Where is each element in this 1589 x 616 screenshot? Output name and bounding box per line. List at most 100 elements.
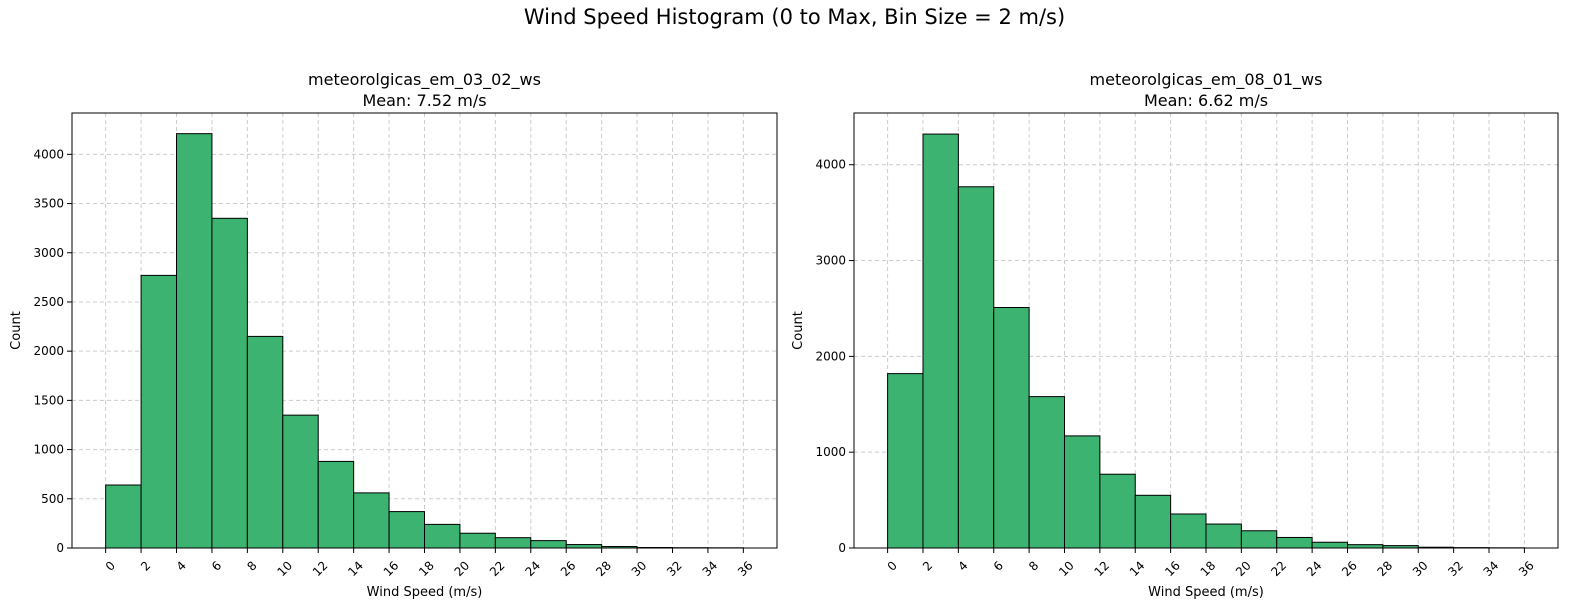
histogram-bar (1276, 536, 1313, 549)
x-tick: 22 (1268, 548, 1289, 579)
x-tick-label: 14 (1127, 558, 1148, 579)
y-tick-label: 1000 (33, 443, 64, 457)
y-tick-label: 2500 (33, 295, 64, 309)
subplot-title: meteorolgicas_em_08_01_ws (1090, 70, 1323, 90)
x-tick: 26 (1339, 548, 1360, 579)
x-tick: 8 (1026, 548, 1041, 574)
grid-lines (854, 113, 1558, 549)
y-tick: 2000 (33, 344, 72, 358)
y-axis-label: Count (9, 311, 24, 350)
x-tick: 32 (1445, 548, 1466, 579)
x-tick-label: 10 (1056, 558, 1077, 579)
x-tick: 30 (1410, 548, 1431, 579)
x-tick: 4 (955, 548, 971, 574)
x-tick: 14 (1127, 548, 1148, 579)
y-tick-label: 3000 (33, 246, 64, 260)
y-tick: 4000 (33, 147, 72, 161)
y-tick: 3500 (33, 197, 72, 211)
x-tick-label: 34 (1481, 558, 1502, 579)
x-tick-label: 6 (991, 558, 1006, 573)
y-tick: 3000 (33, 246, 72, 260)
x-tick-label: 28 (1375, 558, 1396, 579)
x-tick-label: 0 (885, 558, 900, 573)
y-tick-label: 1500 (33, 393, 64, 407)
x-tick-label: 32 (1445, 558, 1466, 579)
histogram-bar (1028, 396, 1065, 549)
figure-title: Wind Speed Histogram (0 to Max, Bin Size… (523, 5, 1066, 29)
x-tick-label: 8 (1026, 558, 1041, 573)
histogram-bar (1311, 541, 1349, 549)
histogram-bar (887, 373, 924, 549)
x-tick-label: 16 (1162, 558, 1183, 579)
x-tick: 18 (1198, 548, 1219, 579)
histogram-bar (140, 274, 178, 549)
histogram-bar (1134, 494, 1172, 549)
x-axis-label: Wind Speed (m/s) (1148, 585, 1264, 600)
x-tick-label: 26 (1339, 558, 1360, 579)
x-tick: 10 (1056, 548, 1077, 579)
histogram-bar (1170, 513, 1207, 549)
histogram-bar (1240, 530, 1278, 549)
y-tick-label: 3000 (815, 254, 846, 268)
y-tick: 2500 (33, 295, 72, 309)
y-tick: 2000 (815, 349, 854, 363)
y-tick: 1500 (33, 393, 72, 407)
histogram-bar (317, 460, 355, 549)
x-tick: 20 (1233, 548, 1254, 579)
histogram-bar (282, 414, 319, 549)
x-tick-label: 30 (1410, 558, 1431, 579)
y-tick: 0 (56, 541, 72, 555)
x-tick: 36 (1516, 548, 1537, 579)
y-tick-label: 1000 (815, 445, 846, 459)
y-axis-label: Count (791, 311, 806, 350)
y-tick-label: 3500 (33, 197, 64, 211)
y-tick: 1000 (815, 445, 854, 459)
y-tick-label: 4000 (33, 147, 64, 161)
x-tick: 34 (1481, 548, 1502, 579)
y-tick-label: 0 (56, 541, 64, 555)
y-tick: 3000 (815, 254, 854, 268)
y-tick-label: 500 (41, 492, 64, 506)
histogram-left: 0 2 4 6 8 10 12 14 16 18 20 22 24 26 28 30 32 34 360500100… (9, 70, 778, 600)
histogram-bar (1063, 435, 1101, 549)
x-tick: 0 (885, 548, 900, 574)
x-tick: 12 (1092, 548, 1113, 579)
histogram-bar (353, 492, 390, 549)
x-tick-label: 36 (1516, 558, 1537, 579)
subplot-title: meteorolgicas_em_03_02_ws (308, 70, 541, 90)
x-tick-label: 4 (955, 558, 970, 573)
x-tick: 28 (1375, 548, 1396, 579)
x-tick: 16 (1162, 548, 1183, 579)
subplot-mean: Mean: 6.62 m/s (1144, 91, 1268, 110)
histogram-bar (922, 133, 959, 549)
y-tick-label: 4000 (815, 158, 846, 172)
x-tick-label: 20 (1233, 558, 1254, 579)
x-tick: 2 (920, 548, 935, 574)
bars (887, 133, 1525, 549)
x-tick: 6 (991, 548, 1006, 574)
x-tick: 24 (1304, 548, 1325, 579)
x-tick-label: 18 (1198, 558, 1219, 579)
histogram-bar (176, 133, 213, 549)
y-tick: 4000 (815, 158, 854, 172)
x-tick-label: 2 (920, 558, 935, 573)
histogram-bar (1099, 473, 1136, 549)
x-tick-label: 24 (1304, 558, 1325, 579)
x-tick-label: 12 (1092, 558, 1113, 579)
x-axis-label: Wind Speed (m/s) (367, 585, 483, 600)
y-tick-label: 2000 (815, 349, 846, 363)
histogram-bar (246, 335, 284, 549)
y-tick-label: 2000 (33, 344, 64, 358)
histogram-bar (211, 217, 248, 549)
subplot-mean: Mean: 7.52 m/s (362, 91, 486, 110)
histogram-bar (993, 307, 1030, 549)
y-tick: 0 (838, 541, 854, 555)
histogram-bar (1347, 544, 1384, 549)
histogram-bar (1205, 523, 1242, 549)
y-tick-label: 0 (838, 541, 846, 555)
y-tick: 1000 (33, 443, 72, 457)
histogram-bar (957, 186, 995, 549)
x-tick-label: 22 (1268, 558, 1289, 579)
y-tick: 500 (41, 492, 72, 506)
